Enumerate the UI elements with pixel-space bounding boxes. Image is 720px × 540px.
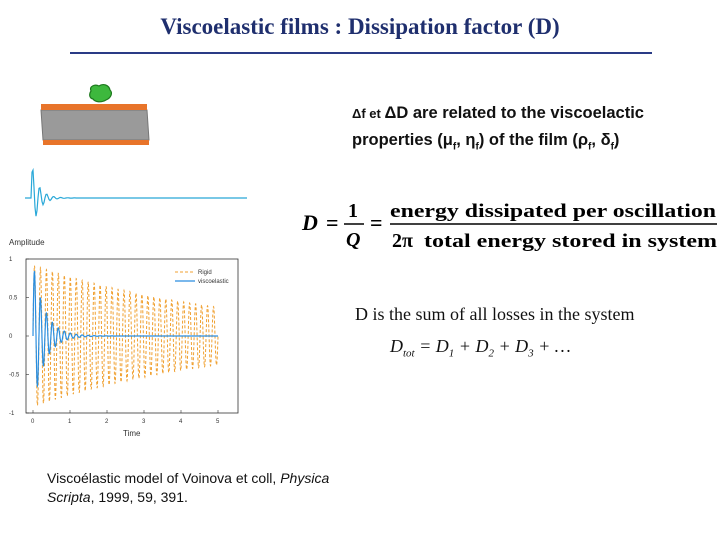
x-tick-label: 2 <box>105 419 109 425</box>
mu-symbol: μ <box>442 131 453 149</box>
one-subscript: 1 <box>448 347 455 360</box>
reference-line-2: Scripta, 1999, 59, 391. <box>47 488 377 507</box>
d-three: D <box>515 336 529 356</box>
adsorbed-blob-icon <box>89 84 112 103</box>
damped-wave-sketch <box>25 167 247 217</box>
journal-name-2: Scripta <box>47 489 91 505</box>
formula-lhs: D <box>301 210 318 235</box>
formula-two-pi: 2π <box>392 230 413 252</box>
delta-d-symbol: ΔD <box>384 104 409 122</box>
y-tick-label: 0 <box>9 334 13 340</box>
reference-line-1: Viscoélastic model of Voinova et coll, P… <box>47 469 377 488</box>
formula-one: 1 <box>348 200 358 222</box>
x-ticks: 0 1 2 3 4 5 <box>31 410 220 425</box>
d-two: D <box>475 336 489 356</box>
slide-title: Viscoelastic films : Dissipation factor … <box>160 14 560 39</box>
eta-symbol: η <box>465 131 476 149</box>
substrate-slab <box>40 109 150 141</box>
formula-numerator: energy dissipated per oscillation <box>390 201 717 222</box>
tot-subscript: tot <box>403 347 415 360</box>
reference-citation: Viscoélastic model of Voinova et coll, P… <box>47 469 377 507</box>
y-tick-label: -0.5 <box>9 373 20 379</box>
et-word: et <box>365 106 385 121</box>
top-film-layer <box>41 104 147 110</box>
f-symbol: f <box>361 106 366 121</box>
statement-text-2: properties ( <box>352 131 443 149</box>
sum-tail: + … <box>533 336 571 356</box>
x-axis-label: Time <box>123 429 141 438</box>
reference-details: , 1999, 59, 391. <box>90 489 188 505</box>
legend-visco-label: viscoelastic <box>198 279 229 285</box>
y-tick-label: -1 <box>9 411 15 417</box>
sum-text-span: D is the sum of all losses in the system <box>355 304 635 324</box>
rho-symbol: ρ <box>577 131 589 149</box>
damped-wave-line <box>25 167 247 217</box>
x-tick-label: 0 <box>31 419 35 425</box>
rho-subscript: f <box>588 141 592 153</box>
sum-equation: Dtot = D1 + D2 + D3 + … <box>390 336 571 360</box>
sum-of-losses-text: D is the sum of all losses in the system <box>355 304 634 325</box>
separator: , <box>591 131 601 149</box>
statement-line-2: properties (μf, ηf) of the film (ρf, δf) <box>352 127 712 160</box>
three-subscript: 3 <box>528 347 534 360</box>
frequency-dissipation-statement: Δf et ΔD are related to the viscoelactic… <box>352 100 712 160</box>
journal-name-1: Physica <box>280 470 330 486</box>
y-tick-label: 0.5 <box>9 296 18 302</box>
x-tick-label: 1 <box>68 419 72 425</box>
amplitude-plot: Amplitude 1 0.5 0 -0.5 -1 0 1 2 3 4 5 Rigid visco… <box>9 238 239 438</box>
statement-close: ) <box>613 131 620 149</box>
formula-q: Q <box>346 229 360 251</box>
bottom-film-layer <box>43 140 149 145</box>
x-tick-label: 5 <box>216 419 220 425</box>
y-axis-label: Amplitude <box>9 238 45 247</box>
separator: , <box>456 131 466 149</box>
y-ticks: 1 0.5 0 -0.5 -1 <box>9 257 29 417</box>
reference-text: Viscoélastic model of Voinova et coll, <box>47 470 281 486</box>
x-tick-label: 4 <box>179 419 183 425</box>
sum-equals: = <box>414 336 436 356</box>
plus-1: + <box>454 336 476 356</box>
formula-denominator: total energy stored in system <box>424 231 717 252</box>
plot-legend: Rigid viscoelastic <box>175 270 229 285</box>
legend-rigid-label: Rigid <box>198 270 212 276</box>
statement-text-1: are related to the viscoelactic <box>408 104 644 122</box>
y-tick-label: 1 <box>9 257 13 263</box>
eta-subscript: f <box>475 141 479 153</box>
statement-line-1: Δf et ΔD are related to the viscoelactic <box>352 100 712 127</box>
dissipation-formula: D = 1 Q = energy dissipated per oscillat… <box>301 200 717 252</box>
delta-symbol: Δ <box>352 106 362 121</box>
mu-subscript: f <box>452 141 457 153</box>
d-total: D <box>390 336 403 356</box>
sensor-illustration <box>40 84 150 145</box>
x-tick-label: 3 <box>142 419 146 425</box>
viscoelastic-series-line <box>32 270 218 389</box>
two-subscript: 2 <box>488 347 494 360</box>
statement-text-3: ) of the film ( <box>478 131 578 149</box>
plus-2: + <box>493 336 516 356</box>
formula-equals-2: = <box>370 210 383 235</box>
d-one: D <box>435 336 449 356</box>
delta-subscript: f <box>610 141 614 153</box>
formula-equals-1: = <box>326 210 339 235</box>
delta-lower-symbol: δ <box>600 131 611 149</box>
title-underline <box>70 52 652 54</box>
